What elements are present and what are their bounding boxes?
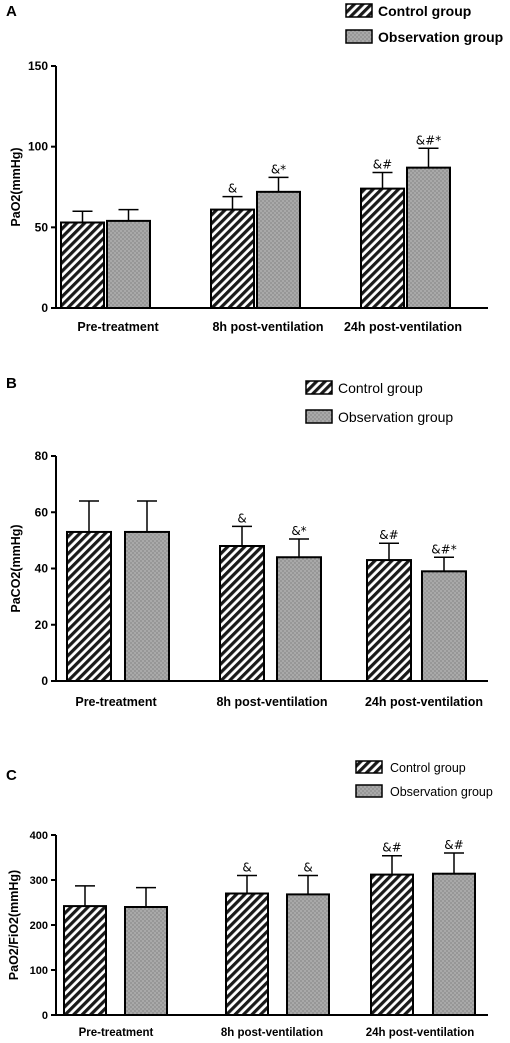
y-tick-label: 50 <box>35 220 49 234</box>
bar-observation <box>432 872 476 1017</box>
x-tick-label: Pre-treatment <box>79 1027 154 1039</box>
significance-label: &* <box>271 162 286 176</box>
y-axis-label: PaCO2(mmHg) <box>9 524 23 612</box>
x-tick-label: 8h post-ventilation <box>221 1027 323 1039</box>
x-tick-label: 24h post-ventilation <box>365 695 483 709</box>
y-tick-label: 0 <box>42 1010 48 1022</box>
bar-control <box>370 873 414 1016</box>
significance-label: &#* <box>431 542 456 556</box>
bar-observation <box>276 556 322 682</box>
legend-label: Observation group <box>390 785 493 799</box>
legend-swatch-observation <box>345 29 373 44</box>
chart-panel-c: C PaO2/FiO2(mmHg) 0 100 200 300 400 Pre-treatme… <box>6 760 493 1039</box>
y-tick-label: 100 <box>28 140 48 154</box>
significance-label: & <box>242 861 251 875</box>
legend: Control group Observation group <box>355 760 493 799</box>
significance-label: &# <box>444 838 463 852</box>
bar-control <box>210 208 255 309</box>
bar-control <box>366 559 412 682</box>
significance-label: &# <box>379 528 398 542</box>
y-tick-label: 200 <box>30 920 48 932</box>
legend-swatch-control <box>355 760 383 774</box>
bar-observation <box>106 219 151 310</box>
y-tick-label: 300 <box>30 875 48 887</box>
panel-letter: A <box>6 3 17 20</box>
x-tick-label: 24h post-ventilation <box>344 320 462 334</box>
panel-letter: C <box>6 767 17 784</box>
significance-label: & <box>237 511 246 525</box>
x-tick-label: Pre-treatment <box>75 695 157 709</box>
legend-label: Control group <box>338 380 423 396</box>
legend-label: Control group <box>390 761 466 775</box>
bar-observation <box>406 166 451 309</box>
y-axis-label: PaO2/FiO2(mmHg) <box>7 870 21 980</box>
bar-observation <box>256 190 301 309</box>
bar-control <box>66 530 112 682</box>
x-tick-label: 8h post-ventilation <box>216 695 327 709</box>
legend-label: Observation group <box>378 29 503 45</box>
legend: Control group Observation group <box>305 380 453 425</box>
bar-control <box>360 187 405 309</box>
x-tick-label: 8h post-ventilation <box>212 320 323 334</box>
legend-swatch-control <box>345 3 373 18</box>
x-tick-label: 24h post-ventilation <box>366 1027 475 1039</box>
y-tick-label: 150 <box>28 59 48 73</box>
significance-label: &#* <box>416 133 441 147</box>
y-tick-label: 400 <box>30 830 48 842</box>
bar-control <box>219 545 265 682</box>
y-tick-label: 20 <box>35 618 49 632</box>
y-tick-label: 0 <box>41 674 48 688</box>
bar-observation <box>124 906 168 1016</box>
legend-swatch-observation <box>305 409 333 424</box>
bar-control <box>225 892 269 1016</box>
y-tick-label: 100 <box>30 965 48 977</box>
y-tick-label: 40 <box>35 562 49 576</box>
significance-label: &# <box>382 841 401 855</box>
significance-label: & <box>228 182 237 196</box>
bar-control <box>63 905 107 1016</box>
significance-label: &* <box>291 524 306 538</box>
significance-label: & <box>303 861 312 875</box>
y-tick-label: 0 <box>41 301 48 315</box>
x-tick-label: Pre-treatment <box>77 320 159 334</box>
bar-control <box>60 221 105 309</box>
y-tick-label: 60 <box>35 505 49 519</box>
legend-label: Control group <box>378 3 471 19</box>
y-tick-label: 80 <box>35 449 49 463</box>
legend-label: Observation group <box>338 409 453 425</box>
panel-letter: B <box>6 375 17 392</box>
chart-panel-b: B PaCO2(mmHg) 0 20 40 60 80 Pre-treatment & &* 8h … <box>6 375 488 709</box>
legend: Control group Observation group <box>345 3 503 45</box>
chart-panel-a: A PaO2(mmHg) 0 50 100 150 Pre-treatment & &* 8h p… <box>6 3 503 334</box>
significance-label: &# <box>373 157 392 171</box>
legend-swatch-control <box>305 380 333 395</box>
bar-observation <box>286 893 330 1017</box>
bar-observation <box>421 570 467 682</box>
bar-observation <box>124 530 170 682</box>
y-axis-label: PaO2(mmHg) <box>9 147 23 226</box>
legend-swatch-observation <box>355 784 383 798</box>
